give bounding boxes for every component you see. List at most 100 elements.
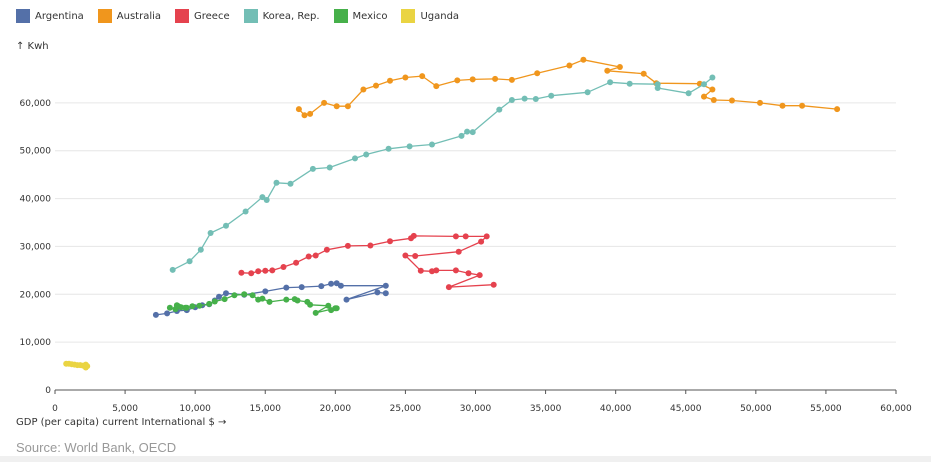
x-tick-label: 60,000 (880, 404, 912, 414)
data-point-greece (312, 252, 319, 259)
data-point-korea-rep (273, 179, 280, 186)
legend-item-mexico[interactable]: Mexico (333, 9, 388, 23)
data-point-australia (709, 86, 716, 93)
data-point-greece (483, 233, 490, 240)
data-point-greece (490, 281, 497, 288)
legend-swatch-korea (243, 9, 258, 23)
y-tick-label: 50,000 (20, 147, 52, 157)
data-point-australia (387, 77, 393, 84)
data-point-greece (417, 267, 424, 274)
data-point-australia (566, 62, 573, 69)
data-point-greece (248, 270, 255, 277)
data-point-australia (640, 70, 647, 77)
legend-swatch-australia (97, 9, 112, 23)
data-point-uganda (82, 364, 89, 371)
legend-swatch-argentina (16, 9, 30, 23)
data-point-australia (402, 74, 409, 81)
x-tick-label: 30,000 (460, 404, 492, 414)
data-point-australia (729, 97, 735, 104)
data-point-greece (410, 232, 417, 239)
data-point-korea-rep (464, 128, 471, 135)
data-point-korea-rep (363, 151, 370, 158)
x-tick-label: 55,000 (810, 404, 842, 414)
data-point-korea-rep (709, 74, 716, 81)
data-point-argentina (382, 282, 389, 289)
legend-label: Uganda (420, 10, 460, 22)
y-axis-title: ↑ Kwh (16, 41, 49, 52)
data-point-argentina (337, 282, 344, 289)
data-point-korea-rep (223, 222, 229, 229)
legend-label: Argentina (35, 10, 84, 22)
data-point-korea-rep (309, 165, 316, 172)
data-point-australia (580, 56, 587, 63)
x-tick-label: 50,000 (740, 404, 772, 414)
x-tick-label: 40,000 (600, 404, 632, 414)
data-point-argentina (216, 293, 222, 300)
data-point-australia (373, 82, 379, 89)
data-point-australia (333, 103, 340, 110)
data-point-australia (710, 97, 717, 103)
data-point-korea-rep (521, 95, 528, 102)
y-tick-label: 30,000 (20, 242, 52, 252)
data-point-argentina (374, 289, 381, 296)
data-point-korea-rep (287, 180, 294, 187)
data-point-australia (301, 112, 308, 119)
data-point-greece (280, 264, 287, 270)
data-point-greece (433, 267, 440, 274)
data-point-mexico (307, 301, 314, 308)
legend-item-greece[interactable]: Greece (175, 9, 230, 23)
data-point-mexico (259, 295, 266, 302)
data-point-mexico (183, 304, 190, 311)
data-point-greece (452, 267, 459, 274)
data-point-australia (701, 93, 707, 100)
data-point-australia (508, 76, 515, 83)
data-point-korea-rep (263, 197, 270, 203)
footer-bar (0, 456, 931, 462)
legend-item-korea[interactable]: Korea, Rep. (243, 9, 320, 23)
data-point-greece (293, 259, 300, 266)
legend-item-uganda[interactable]: Uganda (401, 9, 459, 23)
data-point-korea-rep (458, 132, 465, 139)
data-point-argentina (318, 283, 325, 290)
data-point-australia (295, 106, 302, 113)
data-point-mexico (325, 302, 332, 309)
data-point-argentina (223, 290, 229, 297)
data-point-australia (454, 77, 461, 84)
data-point-mexico (211, 298, 218, 305)
data-point-australia (779, 102, 786, 109)
data-point-argentina (262, 288, 269, 295)
legend-swatch-uganda (401, 9, 416, 23)
data-point-greece (452, 233, 459, 240)
data-point-korea-rep (352, 155, 358, 162)
data-point-korea-rep (406, 143, 413, 150)
data-point-greece (262, 267, 269, 274)
data-point-australia (307, 110, 314, 117)
data-point-mexico (166, 304, 173, 311)
data-point-australia (419, 73, 426, 80)
y-tick-label: 20,000 (20, 290, 52, 300)
data-point-australia (469, 76, 476, 83)
y-tick-label: 60,000 (20, 99, 52, 109)
data-point-greece (476, 272, 483, 279)
data-point-korea-rep (385, 145, 392, 152)
legend-label: Greece (194, 10, 230, 22)
data-point-korea-rep (242, 208, 249, 215)
data-point-greece (402, 252, 409, 259)
x-tick-label: 45,000 (670, 404, 702, 414)
x-tick-label: 25,000 (390, 404, 422, 414)
data-point-greece (305, 253, 312, 260)
legend-item-australia[interactable]: Australia (97, 9, 161, 23)
data-point-greece (412, 253, 419, 259)
data-point-argentina (298, 284, 305, 291)
data-point-greece (269, 267, 276, 274)
data-point-korea-rep (607, 79, 614, 86)
data-point-korea-rep (626, 80, 633, 87)
series-line-korea-rep (172, 76, 713, 271)
legend-swatch-mexico (333, 9, 348, 23)
data-point-korea-rep (532, 96, 539, 102)
data-point-korea-rep (207, 230, 214, 236)
legend-label: Mexico (352, 10, 388, 22)
legend-item-argentina[interactable]: Argentina (16, 9, 84, 23)
data-point-greece (465, 270, 472, 277)
